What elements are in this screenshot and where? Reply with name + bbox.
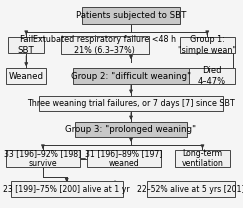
- Text: Extubated respiratory failure <48 h
21% (6.3–37%): Extubated respiratory failure <48 h 21% …: [33, 35, 176, 54]
- FancyBboxPatch shape: [8, 37, 44, 53]
- FancyBboxPatch shape: [61, 36, 149, 54]
- FancyBboxPatch shape: [73, 68, 189, 84]
- Text: Three weaning trial failures, or 7 days [7] since SBT: Three weaning trial failures, or 7 days …: [27, 99, 235, 108]
- Text: Patients subjected to SBT: Patients subjected to SBT: [76, 11, 186, 20]
- FancyBboxPatch shape: [189, 68, 235, 84]
- FancyBboxPatch shape: [39, 96, 223, 111]
- Text: 31 [196]–89% [197]
weaned: 31 [196]–89% [197] weaned: [85, 149, 163, 168]
- FancyBboxPatch shape: [11, 181, 123, 197]
- FancyBboxPatch shape: [147, 181, 235, 197]
- Text: 22–52% alive at 5 yrs [201]: 22–52% alive at 5 yrs [201]: [137, 184, 243, 193]
- Text: Group 3: "prolonged weaning": Group 3: "prolonged weaning": [65, 125, 197, 134]
- FancyBboxPatch shape: [6, 150, 80, 167]
- FancyBboxPatch shape: [87, 150, 161, 167]
- Text: Group 2: "difficult weaning": Group 2: "difficult weaning": [71, 72, 191, 80]
- Text: Died
4–47%: Died 4–47%: [198, 66, 226, 86]
- FancyBboxPatch shape: [75, 122, 187, 137]
- FancyBboxPatch shape: [6, 68, 46, 84]
- Text: 33 [196]–92% [198]
survive: 33 [196]–92% [198] survive: [4, 149, 81, 168]
- FancyBboxPatch shape: [180, 37, 234, 53]
- FancyBboxPatch shape: [82, 7, 180, 24]
- Text: 23 [199]–75% [200] alive at 1 yr: 23 [199]–75% [200] alive at 1 yr: [3, 184, 130, 193]
- Text: Fail
SBT: Fail SBT: [18, 35, 35, 54]
- FancyBboxPatch shape: [175, 150, 230, 167]
- Text: Weaned: Weaned: [9, 72, 44, 80]
- Text: Group 1:
"simple wean": Group 1: "simple wean": [178, 35, 236, 54]
- Text: Long-term
ventilation: Long-term ventilation: [182, 149, 223, 168]
